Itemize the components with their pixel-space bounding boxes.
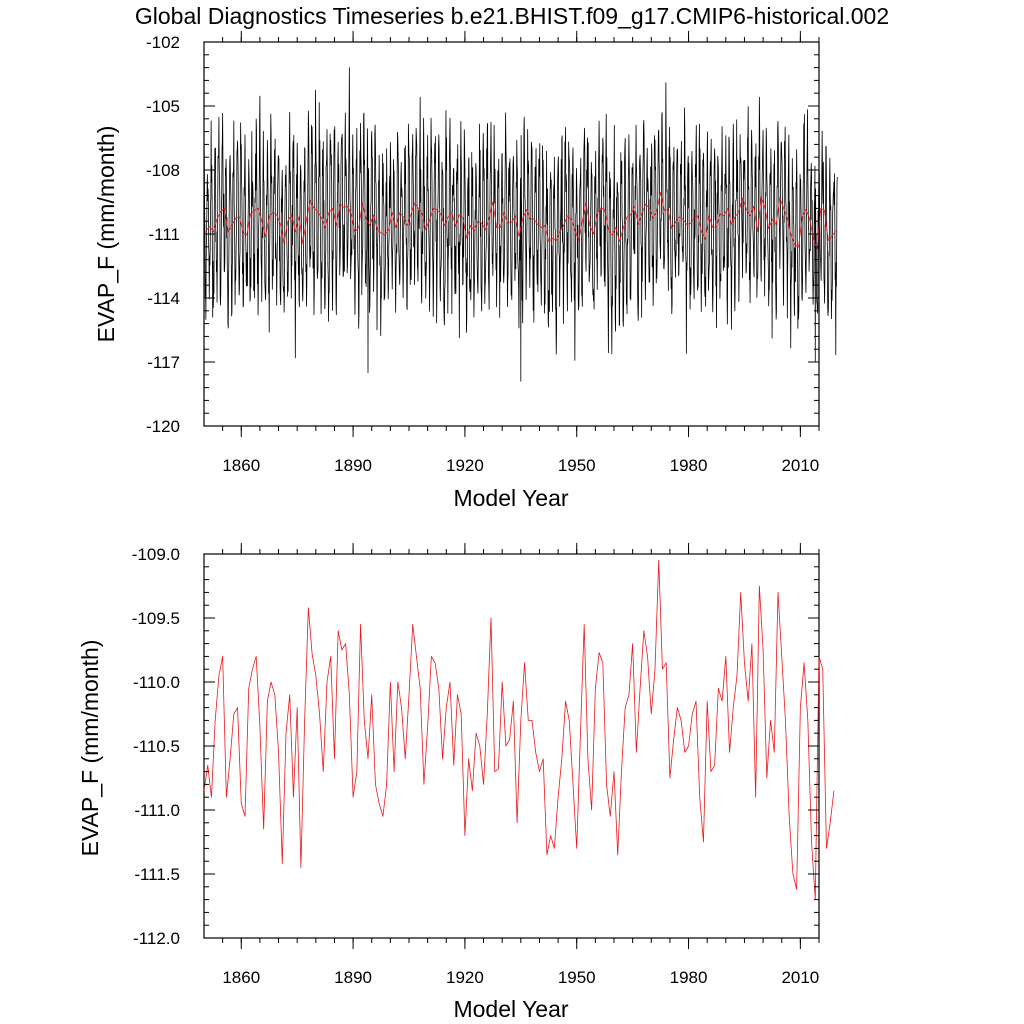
x-tick-label: 2010 — [781, 456, 819, 475]
y-tick-label: -114 — [147, 289, 180, 308]
x-tick-label: 1890 — [334, 456, 372, 475]
y-tick-label: -120 — [146, 417, 180, 436]
plot-annual: -112.0 -111.5 -111.0 -110.5 -110.0 -109.5 -109… — [77, 543, 835, 1022]
series-line-annual — [203, 560, 835, 900]
y-axis-title: EVAP_F (mm/month) — [77, 640, 103, 857]
plot-data — [203, 67, 838, 382]
x-tick-label: 1920 — [446, 456, 484, 475]
plot-ticks: -120 -117 -114 -111 -108 -105 -102 1860 1890 1920… — [146, 31, 820, 475]
series-line-annual — [205, 192, 837, 250]
y-tick-label: -109.0 — [132, 545, 180, 564]
y-tick-label: -105 — [146, 97, 180, 116]
y-tick-label: -117 — [147, 353, 180, 372]
plot-monthly: -120 -117 -114 -111 -108 -105 -102 1860 1890 1920… — [93, 31, 838, 511]
y-tick-label: -111.0 — [134, 801, 180, 820]
plot-border — [203, 553, 820, 939]
y-tick-label: -112.0 — [133, 929, 180, 948]
y-tick-label: -110.5 — [133, 737, 180, 756]
series-line-monthly — [203, 67, 838, 382]
y-tick-label: -110.0 — [133, 673, 180, 692]
x-axis-title: Model Year — [453, 996, 568, 1022]
x-tick-label: 1950 — [558, 968, 596, 987]
x-tick-label: 1920 — [446, 968, 484, 987]
y-tick-label: -111.5 — [134, 865, 180, 884]
y-tick-label: -108 — [146, 161, 180, 180]
x-tick-label: 1890 — [334, 968, 372, 987]
x-tick-label: 1950 — [558, 456, 596, 475]
plot-data — [203, 560, 835, 900]
x-tick-label: 1980 — [670, 968, 708, 987]
chart-title: Global Diagnostics Timeseries b.e21.BHIS… — [135, 3, 889, 29]
plot-frame — [203, 553, 820, 939]
y-axis-title: EVAP_F (mm/month) — [93, 126, 119, 343]
x-tick-label: 1980 — [670, 456, 708, 475]
y-tick-label: -102 — [146, 33, 180, 52]
x-tick-label: 1860 — [222, 456, 260, 475]
x-axis-title: Model Year — [453, 485, 568, 511]
y-tick-label: -109.5 — [132, 609, 180, 628]
y-tick-label: -111 — [148, 225, 180, 244]
x-tick-label: 2010 — [781, 968, 819, 987]
x-tick-label: 1860 — [222, 968, 260, 987]
plot-ticks: -112.0 -111.5 -111.0 -110.5 -110.0 -109.5 -109… — [132, 543, 820, 987]
